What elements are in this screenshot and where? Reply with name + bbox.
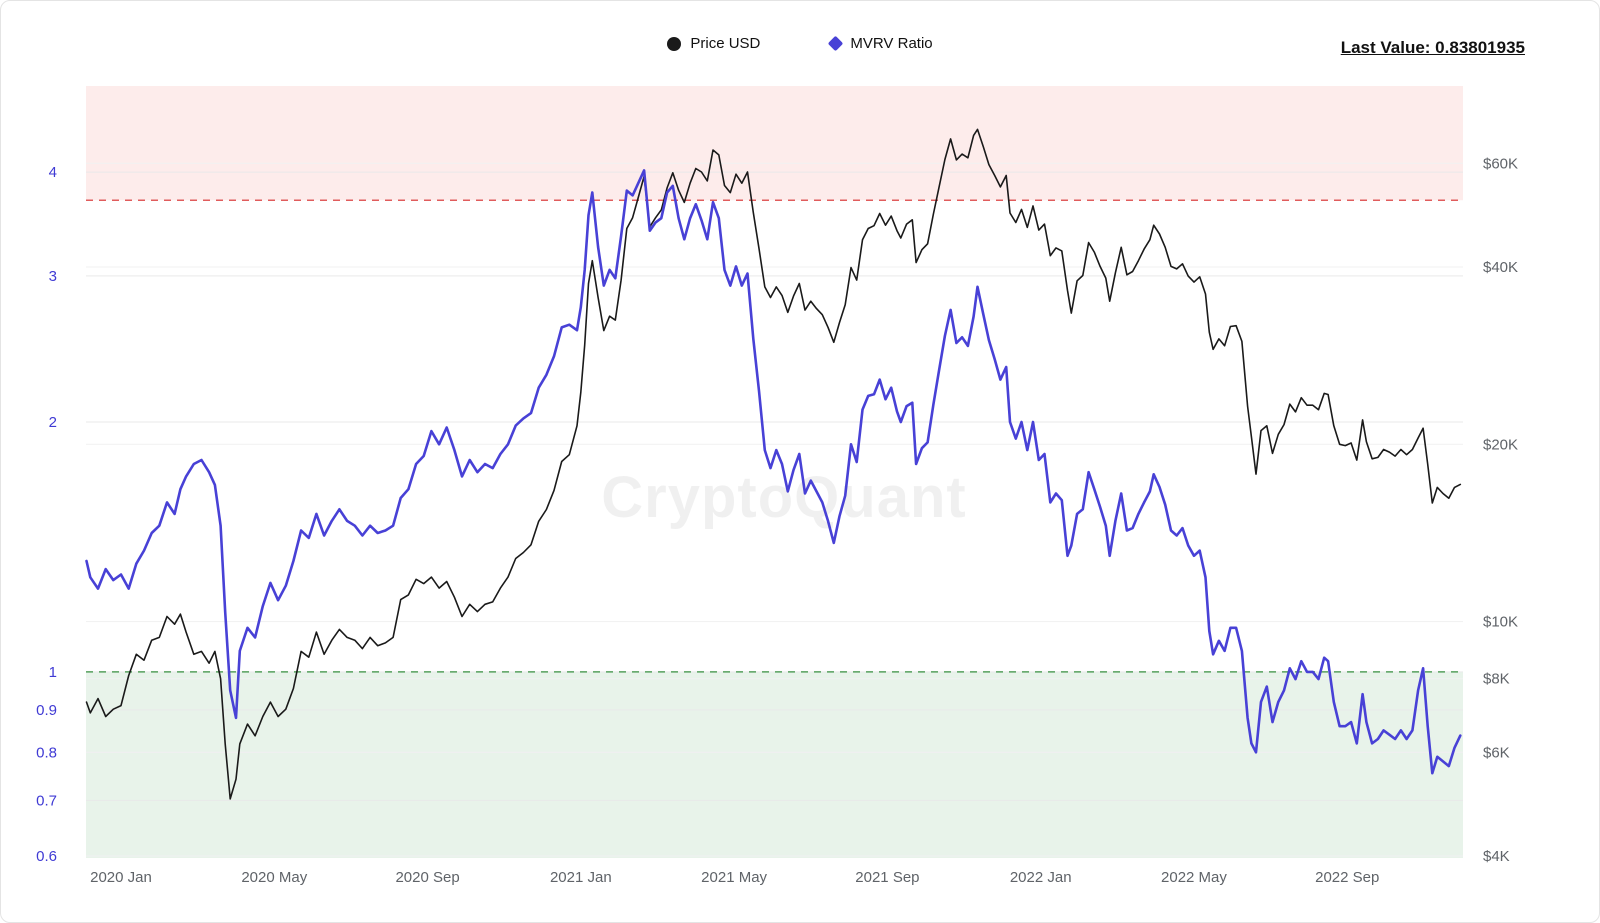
right-axis-tick: $10K [1483, 614, 1518, 631]
x-axis-tick: 2020 May [241, 869, 307, 886]
right-axis-tick: $6K [1483, 744, 1510, 761]
overvalued-band [86, 86, 1463, 201]
legend-label-price-usd: Price USD [690, 35, 761, 52]
undervalued-band [86, 671, 1463, 858]
x-axis-tick: 2021 Sep [855, 869, 919, 886]
left-axis-tick: 0.8 [36, 744, 57, 761]
chart-legend: Price USD MVRV Ratio [1, 35, 1599, 52]
x-axis-tick: 2022 Sep [1315, 869, 1379, 886]
x-axis-tick: 2022 Jan [1010, 869, 1072, 886]
right-axis-tick: $20K [1483, 436, 1518, 453]
left-axis-tick: 0.7 [36, 792, 57, 809]
right-axis-tick: $4K [1483, 848, 1510, 865]
x-axis-tick: 2021 May [701, 869, 767, 886]
legend-item-price-usd[interactable]: Price USD [667, 35, 760, 52]
last-value-readout: Last Value: 0.83801935 [1340, 38, 1525, 57]
right-axis-tick: $60K [1483, 155, 1518, 172]
x-axis-tick: 2022 May [1161, 869, 1227, 886]
left-axis-tick: 0.6 [36, 848, 57, 865]
x-axis-tick: 2020 Sep [395, 869, 459, 886]
price-usd-line [85, 128, 1462, 800]
price-circle-icon [667, 36, 682, 51]
right-axis-tick: $8K [1483, 671, 1510, 688]
mvrv-ratio-line [85, 169, 1462, 775]
left-axis-tick: 0.9 [36, 702, 57, 719]
right-axis-tick: $40K [1483, 259, 1518, 276]
legend-label-mvrv-ratio: MVRV Ratio [850, 35, 933, 52]
left-axis-tick: 4 [49, 164, 57, 181]
x-axis-tick: 2020 Jan [90, 869, 152, 886]
left-axis-tick: 2 [49, 414, 57, 431]
left-axis-tick: 1 [49, 664, 57, 681]
left-axis-tick: 3 [49, 268, 57, 285]
legend-item-mvrv-ratio[interactable]: MVRV Ratio [828, 35, 933, 52]
mvrv-diamond-icon [828, 35, 844, 52]
x-axis-tick: 2021 Jan [550, 869, 612, 886]
